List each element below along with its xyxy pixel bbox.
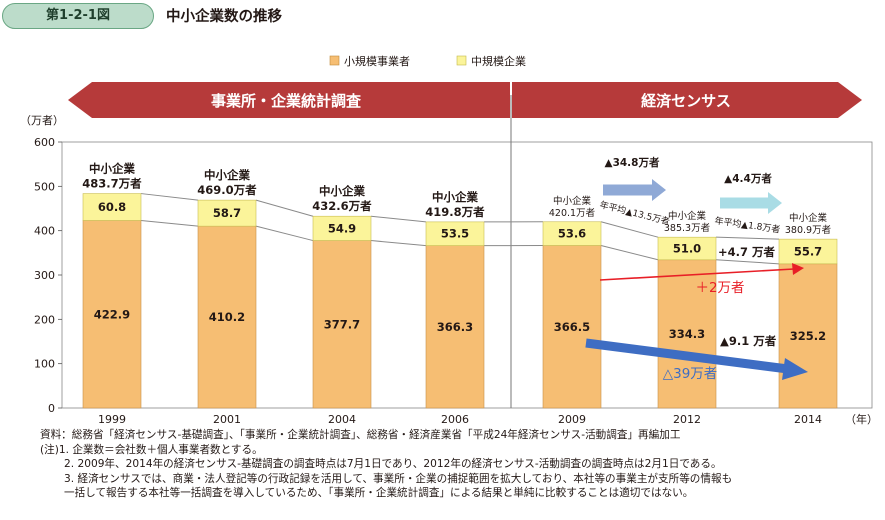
total-value-2001: 469.0万者 — [197, 183, 257, 197]
bar-label-medium-2004: 54.9 — [328, 221, 356, 235]
band-label-establishment-survey: 事業所・企業統計調査 — [211, 92, 362, 110]
bar-small-2009 — [542, 245, 602, 409]
red-arrow-head — [792, 263, 804, 275]
band-label-economic-census: 経済センサス — [641, 92, 731, 110]
x-axis-unit: （年） — [845, 412, 878, 426]
y-axis-unit: （万者） — [20, 114, 64, 127]
bar-medium-2006 — [425, 221, 485, 246]
figure-header: 第1-2-1図 中小企業数の推移 — [0, 0, 885, 32]
bar-medium-2001 — [197, 199, 257, 227]
total-prefix-2004: 中小企業 — [319, 184, 365, 198]
bar-label-small-2009: 366.5 — [554, 320, 590, 334]
bar-medium-2009 — [542, 221, 602, 246]
x-tick-label: 2012 — [673, 413, 701, 426]
bar-small-2012 — [657, 259, 717, 409]
legend-swatch-small — [329, 55, 340, 66]
x-tick-label: 2004 — [328, 413, 356, 426]
bar-small-2006 — [425, 245, 485, 409]
blue-arrow-head — [782, 358, 808, 380]
red-arrow-line — [599, 268, 795, 281]
x-tick-label: 2009 — [558, 413, 586, 426]
note-source: 資料：総務省「経済センサス‐基礎調査」、「事業所・企業統計調査」、総務省・経済産… — [40, 429, 681, 441]
legend-label-small: 小規模事業者 — [344, 54, 410, 68]
bar-label-medium-2012: 51.0 — [673, 241, 701, 255]
bar-small-2014 — [778, 263, 838, 409]
note-1: (注)1. 企業数＝会社数＋個人事業者数とする。 — [40, 443, 263, 456]
total-prefix-2012: 中小企業 — [668, 210, 707, 222]
bar-label-medium-2006: 53.5 — [441, 227, 469, 241]
bar-small-1999 — [82, 220, 142, 409]
blue-arrow-label: △39万者 — [663, 366, 718, 382]
stacked-bar-chart: 0 100 200 300 400 500 600 （万者） 1999 2001 2004 2006 2… — [20, 54, 878, 426]
legend-swatch-medium — [456, 55, 467, 66]
note-3: 3. 経済センサスでは、商業・法人登記等の行政記録を活用して、事業所・企業の捕捉… — [64, 472, 733, 485]
blue-arrow-line — [585, 338, 789, 374]
legend-label-medium: 中規模企業 — [471, 54, 526, 68]
red-arrow-label: ＋2万者 — [695, 280, 744, 296]
bar-label-medium-1999: 60.8 — [98, 200, 126, 214]
total-value-2012: 385.3万者 — [664, 223, 710, 234]
band-arrow-left — [68, 82, 510, 118]
annotation-decrease-2012-2014: ▲4.4万者 — [724, 172, 772, 185]
total-prefix-2014: 中小企業 — [789, 212, 828, 224]
annotation-medium-increase: +4.7 万者 — [718, 245, 776, 259]
bar-small-2001 — [197, 225, 257, 409]
total-value-2014: 380.9万者 — [785, 225, 831, 236]
x-tick-label: 2006 — [441, 413, 469, 426]
band-arrow-right — [512, 82, 862, 118]
total-value-1999: 483.7万者 — [82, 177, 142, 191]
bar-medium-2012 — [657, 236, 717, 261]
bar-label-small-1999: 422.9 — [94, 307, 130, 321]
x-tick-label: 2001 — [213, 413, 241, 426]
total-prefix-2006: 中小企業 — [432, 190, 478, 204]
y-tick-label: 100 — [34, 358, 55, 371]
bar-medium-2004 — [312, 215, 372, 241]
figure-number-badge: 第1-2-1図 — [2, 3, 154, 29]
total-value-2009: 420.1万者 — [549, 208, 595, 219]
y-tick-label: 600 — [34, 136, 55, 149]
x-tick-label: 1999 — [98, 413, 126, 426]
bar-medium-1999 — [82, 193, 142, 221]
total-prefix-2001: 中小企業 — [204, 168, 250, 182]
bar-medium-2014 — [778, 238, 838, 265]
decrease-arrow-2009-2012 — [603, 179, 666, 201]
y-tick-label: 200 — [34, 313, 55, 326]
bar-label-small-2004: 377.7 — [324, 317, 360, 331]
y-tick-label: 400 — [34, 225, 55, 238]
y-tick-label: 0 — [48, 402, 55, 415]
bar-label-medium-2009: 53.6 — [558, 227, 586, 241]
x-tick-label: 2014 — [794, 413, 822, 426]
total-prefix-2009: 中小企業 — [553, 195, 592, 207]
decrease-arrow-2012-2014 — [720, 192, 782, 214]
bar-label-medium-2001: 58.7 — [213, 206, 241, 220]
annotation-decrease-2009-2012: ▲34.8万者 — [605, 156, 660, 169]
annotation-small-decrease: ▲9.1 万者 — [720, 334, 777, 348]
bar-label-small-2014: 325.2 — [790, 329, 826, 343]
note-3-continued: 一括して報告する本社等一括調査を導入しているため、「事業所・企業統計調査」による… — [64, 487, 694, 500]
bar-label-medium-2014: 55.7 — [794, 244, 822, 258]
bar-label-small-2012: 334.3 — [669, 327, 705, 341]
figure-title: 中小企業数の推移 — [166, 9, 282, 25]
total-value-2004: 432.6万者 — [312, 199, 372, 213]
bar-small-2004 — [312, 240, 372, 409]
bar-label-small-2006: 366.3 — [437, 320, 473, 334]
y-tick-label: 500 — [34, 180, 55, 193]
total-value-2006: 419.8万者 — [425, 205, 485, 219]
footnotes: 資料：総務省「経済センサス‐基礎調査」、「事業所・企業統計調査」、総務省・経済産… — [40, 428, 880, 501]
note-2: 2. 2009年、2014年の経済センサス‐基礎調査の調査時点は7月1日であり、… — [64, 458, 722, 471]
bar-label-small-2001: 410.2 — [209, 310, 245, 324]
total-prefix-1999: 中小企業 — [89, 162, 135, 176]
y-tick-label: 300 — [34, 269, 55, 282]
